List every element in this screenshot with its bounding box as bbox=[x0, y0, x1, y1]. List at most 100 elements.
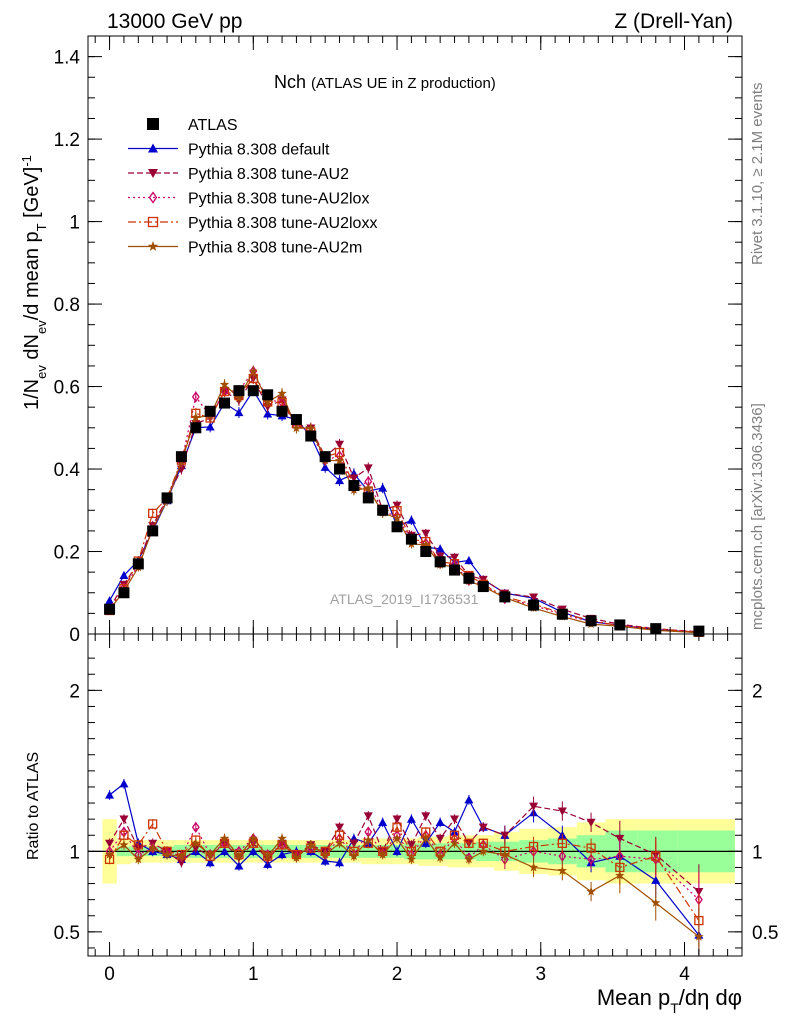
y-axis-label: 1/Nev dNev/d mean pT [GeV]-1 bbox=[19, 155, 49, 410]
data-point bbox=[190, 422, 202, 434]
series-0-point bbox=[263, 409, 273, 418]
series-1-point bbox=[363, 464, 373, 473]
watermark-label: ATLAS_2019_I1736531 bbox=[330, 591, 479, 607]
series-3-line bbox=[109, 377, 699, 633]
legend-label: Pythia 8.308 default bbox=[188, 142, 330, 159]
series-4-ratio-point bbox=[557, 865, 567, 875]
series-2-ratio-point bbox=[558, 850, 567, 862]
series-1-ratio-point bbox=[557, 807, 567, 816]
series-3-ratio-point bbox=[557, 838, 567, 848]
legend-marker bbox=[148, 169, 158, 178]
legend-label: Pythia 8.308 tune-AU2lox bbox=[188, 191, 369, 208]
series-4-point bbox=[291, 423, 302, 433]
y-tick-label: 0 bbox=[69, 625, 80, 646]
series-1-point bbox=[392, 501, 402, 510]
series-0-ratio-point bbox=[105, 790, 115, 799]
series-4-ratio-point bbox=[191, 838, 201, 848]
series-3-ratio-point bbox=[528, 841, 539, 852]
series-4-ratio-point bbox=[528, 862, 539, 872]
series-1-ratio-point bbox=[406, 841, 416, 850]
legend-entry-5: Pythia 8.308 tune-AU2m bbox=[128, 240, 362, 257]
x-tick-label: 2 bbox=[392, 964, 403, 985]
series-4-ratio-point bbox=[406, 854, 417, 864]
series-1-ratio-point bbox=[176, 859, 186, 868]
data-point bbox=[405, 533, 417, 545]
series-1-line bbox=[109, 377, 699, 633]
data-point bbox=[463, 572, 475, 584]
series-4-ratio-point bbox=[176, 851, 187, 861]
series-4-ratio-point bbox=[478, 846, 488, 856]
series-2-ratio-point bbox=[191, 821, 200, 833]
legend: ATLAS Pythia 8.308 default Pythia 8.308 tu… bbox=[128, 117, 377, 257]
data-point bbox=[104, 603, 116, 615]
series-4-ratio-point bbox=[500, 849, 510, 859]
x-tick-label: 4 bbox=[679, 964, 690, 985]
series-4-ratio-line bbox=[109, 837, 700, 938]
series-3-ratio-point bbox=[148, 819, 158, 829]
series-1-ratio-point bbox=[478, 823, 488, 832]
series-1-ratio-point bbox=[105, 839, 115, 848]
series-0-ratio-point bbox=[277, 850, 287, 859]
series-0-ratio-point bbox=[320, 856, 330, 865]
series-4-point bbox=[421, 540, 431, 549]
series-4-ratio-point bbox=[306, 840, 316, 849]
rivet-label: Rivet 3.1.10, ≥ 2.1M events bbox=[749, 83, 766, 266]
series-0-point bbox=[335, 476, 345, 485]
series-4-ratio-point bbox=[349, 851, 359, 861]
series-4-ratio-point bbox=[651, 897, 661, 907]
series-0-ratio-point bbox=[234, 861, 244, 870]
series-4-ratio-point bbox=[277, 833, 287, 843]
series-1-ratio-point bbox=[529, 802, 539, 811]
series-1-ratio-point bbox=[363, 812, 373, 821]
legend-entry-1: Pythia 8.308 default bbox=[128, 142, 330, 159]
data-point bbox=[276, 405, 288, 417]
data-point bbox=[175, 451, 187, 463]
y-tick-label: 0.8 bbox=[54, 295, 80, 316]
series-3-ratio-point bbox=[119, 830, 129, 840]
series-1-ratio-line bbox=[109, 805, 700, 893]
series-4-point bbox=[234, 393, 244, 402]
series-0-ratio-point bbox=[435, 817, 445, 826]
series-3-ratio-point bbox=[651, 851, 661, 861]
series-4-ratio-point bbox=[119, 840, 129, 849]
ratio-tick-label-right: 0.5 bbox=[752, 923, 778, 944]
ratio-tick-label: 0.5 bbox=[54, 923, 80, 944]
y-tick-label: 0.6 bbox=[54, 378, 80, 399]
series-0-ratio-point bbox=[392, 846, 402, 855]
series-1-point bbox=[529, 593, 539, 602]
series-0-ratio-point bbox=[205, 858, 215, 867]
series-3-point bbox=[148, 508, 158, 519]
series-4-point bbox=[392, 513, 402, 523]
data-point bbox=[556, 608, 568, 620]
data-point bbox=[449, 564, 461, 576]
series-4-ratio-point bbox=[162, 849, 172, 859]
series-4-ratio-point bbox=[320, 849, 330, 859]
series-4-point bbox=[363, 483, 373, 493]
ratio-tick-label-right: 2 bbox=[752, 681, 763, 702]
series-4-ratio-point bbox=[133, 854, 143, 864]
data-point bbox=[348, 480, 360, 492]
series-0-point bbox=[234, 408, 244, 417]
series-1-ratio-point bbox=[421, 812, 431, 821]
legend-label: Pythia 8.308 tune-AU2m bbox=[188, 240, 362, 257]
ratio-panel: 0 1 2 3 4 0.5 0.5 1 1 2 2 bbox=[54, 633, 778, 985]
data-point bbox=[377, 504, 389, 516]
series-1-ratio-point bbox=[349, 839, 359, 848]
series-4-ratio-point bbox=[205, 849, 215, 859]
series-4-ratio-point bbox=[334, 838, 345, 848]
data-point bbox=[434, 556, 446, 568]
series-4-point bbox=[263, 397, 273, 406]
y-tick-label: 1 bbox=[69, 213, 80, 234]
series-0-point bbox=[119, 570, 129, 580]
series-4-point bbox=[306, 423, 316, 433]
series-0-point bbox=[406, 515, 416, 524]
legend-entry-2: Pythia 8.308 tune-AU2 bbox=[128, 166, 349, 183]
data-point bbox=[161, 492, 173, 504]
legend-marker bbox=[148, 143, 158, 153]
series-0-ratio-point bbox=[248, 846, 258, 855]
legend-label: Pythia 8.308 tune-AU2loxx bbox=[188, 215, 377, 232]
series-1-ratio-point bbox=[500, 831, 510, 840]
series-4-ratio-point bbox=[263, 851, 273, 861]
series-4-ratio-point bbox=[615, 870, 625, 880]
series-4-ratio-point bbox=[363, 835, 373, 845]
